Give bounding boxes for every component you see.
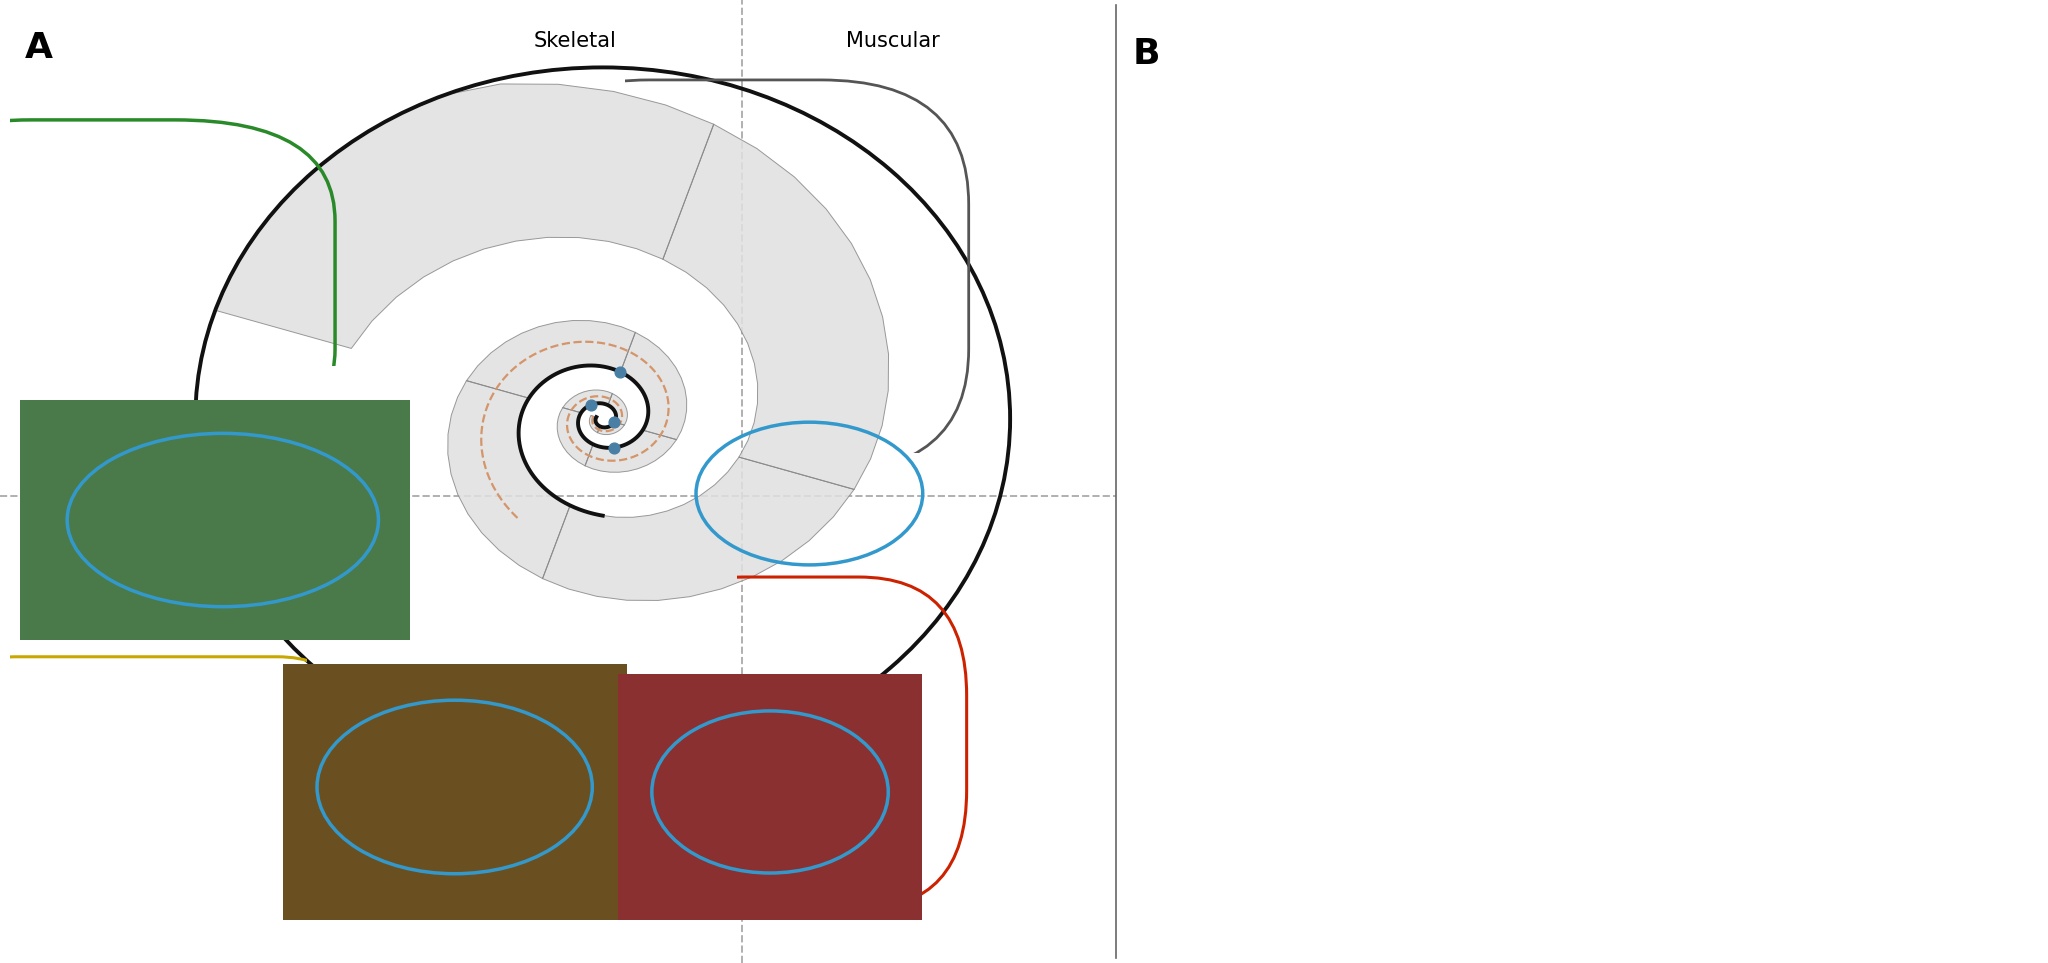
Text: Muscular: Muscular [846, 31, 940, 51]
Polygon shape [586, 430, 676, 472]
Text: On land: On land [45, 447, 123, 465]
FancyBboxPatch shape [180, 587, 729, 963]
Polygon shape [449, 380, 569, 579]
Polygon shape [598, 422, 625, 434]
Polygon shape [543, 457, 854, 600]
Polygon shape [557, 407, 594, 466]
Polygon shape [608, 394, 627, 425]
Polygon shape [621, 332, 686, 439]
Polygon shape [563, 390, 612, 413]
Point [575, 397, 608, 412]
Polygon shape [590, 416, 600, 432]
Polygon shape [215, 84, 713, 349]
Text: Logarithmic spiral: Logarithmic spiral [459, 859, 657, 878]
Text: In water: In water [45, 508, 129, 527]
Text: Skeletal: Skeletal [532, 31, 616, 51]
Polygon shape [664, 124, 889, 489]
Polygon shape [467, 321, 635, 399]
Point [604, 364, 637, 379]
Point [598, 440, 631, 455]
FancyBboxPatch shape [0, 327, 526, 713]
FancyBboxPatch shape [528, 601, 1012, 963]
Text: B: B [1133, 37, 1159, 70]
Text: A: A [25, 31, 53, 65]
Point [598, 414, 631, 429]
